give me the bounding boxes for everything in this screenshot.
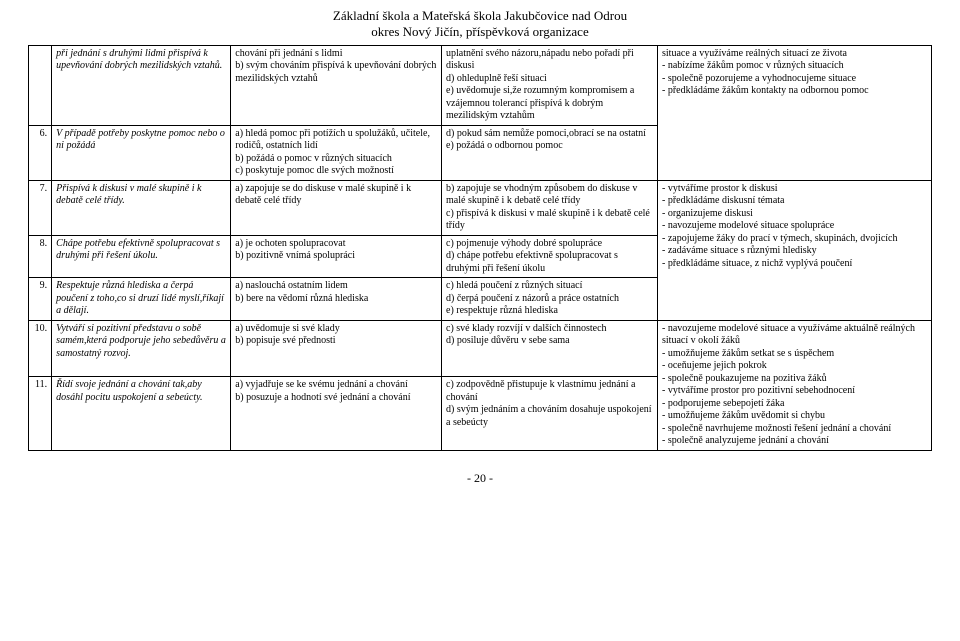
row-number: 11.	[29, 377, 52, 450]
row-number: 10.	[29, 320, 52, 377]
page-footer: - 20 -	[28, 471, 932, 486]
row-number	[29, 45, 52, 125]
cell-c4: - navozujeme modelové situace a využívám…	[658, 320, 932, 450]
cell-c1: Respektuje různá hlediska a čerpá poučen…	[52, 278, 231, 321]
cell-c1: Chápe potřebu efektivně spolupracovat s …	[52, 235, 231, 278]
cell-c2: a) hledá pomoc při potížích u spolužáků,…	[231, 125, 442, 180]
cell-c1: Přispívá k diskusi v malé skupině i k de…	[52, 180, 231, 235]
cell-c2: a) zapojuje se do diskuse v malé skupině…	[231, 180, 442, 235]
cell-c2: a) uvědomuje si své klady b) popisuje sv…	[231, 320, 442, 377]
cell-c3: c) hledá poučení z různých situací d) če…	[442, 278, 658, 321]
cell-c3: d) pokud sám nemůže pomoci,obrací se na …	[442, 125, 658, 180]
cell-c3: c) pojmenuje výhody dobré spolupráce d) …	[442, 235, 658, 278]
row-number: 8.	[29, 235, 52, 278]
cell-c3: uplatnění svého názoru,nápadu nebo pořad…	[442, 45, 658, 125]
cell-c1: Vytváří si pozitivní představu o sobě sa…	[52, 320, 231, 377]
page-header: Základní škola a Mateřská škola Jakubčov…	[28, 8, 932, 41]
cell-c3: b) zapojuje se vhodným způsobem do disku…	[442, 180, 658, 235]
cell-c2: a) vyjadřuje se ke svému jednání a chová…	[231, 377, 442, 450]
cell-c2: chování při jednání s lidmi b) svým chov…	[231, 45, 442, 125]
row-number: 9.	[29, 278, 52, 321]
table-row: při jednání s druhými lidmi přispívá k u…	[29, 45, 932, 125]
header-line-2: okres Nový Jičín, příspěvková organizace	[28, 24, 932, 40]
table-row: 10. Vytváří si pozitivní představu o sob…	[29, 320, 932, 377]
cell-c4: - vytváříme prostor k diskusi - předklád…	[658, 180, 932, 320]
cell-c2: a) je ochoten spolupracovat b) pozitivně…	[231, 235, 442, 278]
cell-c1: při jednání s druhými lidmi přispívá k u…	[52, 45, 231, 125]
cell-c3: c) své klady rozvíjí v dalších činnostec…	[442, 320, 658, 377]
cell-c3: c) zodpovědně přistupuje k vlastnímu jed…	[442, 377, 658, 450]
document-page: Základní škola a Mateřská škola Jakubčov…	[0, 0, 960, 494]
table-row: 7. Přispívá k diskusi v malé skupině i k…	[29, 180, 932, 235]
row-number: 7.	[29, 180, 52, 235]
row-number: 6.	[29, 125, 52, 180]
cell-c4: situace a využíváme reálných situací ze …	[658, 45, 932, 180]
cell-c1: Řídí svoje jednání a chování tak,aby dos…	[52, 377, 231, 450]
header-line-1: Základní škola a Mateřská škola Jakubčov…	[28, 8, 932, 24]
main-table: při jednání s druhými lidmi přispívá k u…	[28, 45, 932, 451]
cell-c2: a) naslouchá ostatním lidem b) bere na v…	[231, 278, 442, 321]
cell-c1: V případě potřeby poskytne pomoc nebo o …	[52, 125, 231, 180]
